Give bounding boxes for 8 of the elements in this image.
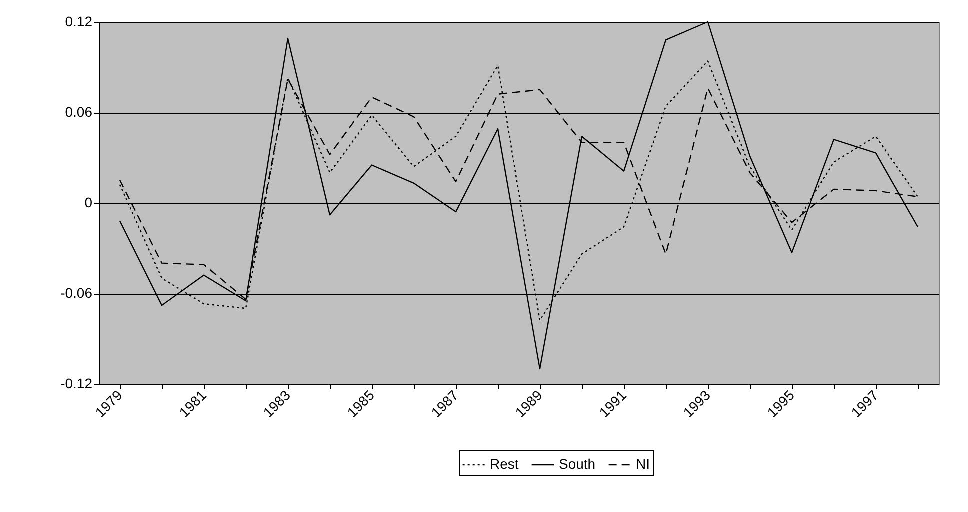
y-tick-label: -0.06 xyxy=(60,285,93,301)
legend-label: South xyxy=(559,456,596,472)
legend-label: NI xyxy=(636,456,650,472)
legend-label: Rest xyxy=(490,456,519,472)
y-tick-label: -0.12 xyxy=(60,376,93,392)
y-tick-label: 0 xyxy=(84,194,93,210)
y-tick-label: 0.06 xyxy=(65,104,93,120)
y-tick-label: 0.12 xyxy=(65,14,93,30)
